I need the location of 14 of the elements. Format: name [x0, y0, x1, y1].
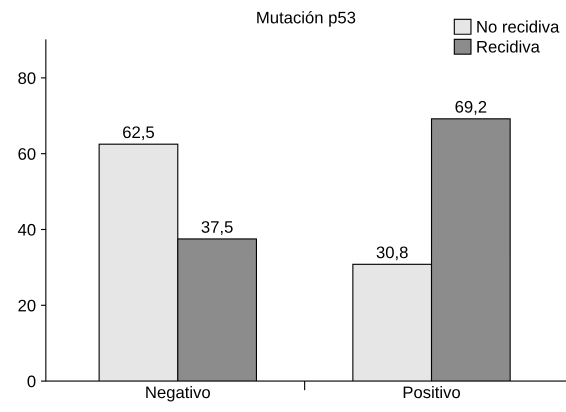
data-label: 30,8 [376, 246, 408, 260]
data-label: 62,5 [123, 126, 154, 140]
legend-label: No recidiva [477, 20, 560, 33]
y-tick-label: 0 [28, 376, 36, 388]
y-tick-label: 60 [18, 148, 36, 160]
x-tick-label: Negativo [146, 386, 210, 402]
legend-label: Recidiva [477, 40, 540, 53]
y-tick-label: 20 [18, 300, 36, 312]
y-tick-label: 40 [18, 224, 36, 236]
data-label: 37,5 [202, 221, 233, 235]
x-tick-label: Positivo [404, 386, 460, 398]
data-label: 69,2 [455, 100, 486, 115]
chart-title: Mutación p53 [257, 11, 356, 27]
y-tick-label: 80 [18, 72, 36, 84]
